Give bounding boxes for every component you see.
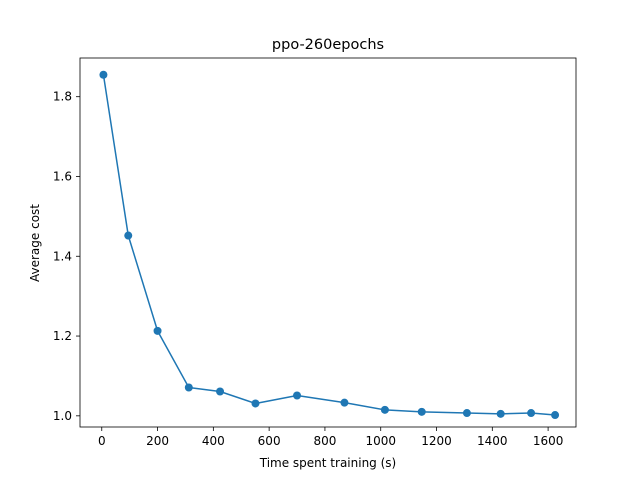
data-point — [527, 409, 536, 418]
x-tick-label: 1000 — [365, 434, 396, 448]
x-axis-label: Time spent training (s) — [259, 456, 396, 470]
data-point — [251, 399, 260, 408]
y-tick-label: 1.4 — [53, 249, 72, 263]
x-tick-label: 1400 — [477, 434, 508, 448]
axes: 0 200 400 600 800 1000 1200 1400 1600 1.0 1.2 1.4 1.… — [53, 57, 577, 448]
plot-area — [99, 70, 560, 420]
data-point — [462, 409, 471, 418]
data-point — [417, 407, 426, 416]
data-point — [293, 391, 302, 400]
x-tick-label: 1200 — [421, 434, 452, 448]
series-line — [102, 74, 556, 416]
data-point — [340, 398, 349, 407]
y-tick-label: 1.8 — [53, 90, 72, 104]
y-tick-label: 1.2 — [53, 329, 72, 343]
x-tick-label: 0 — [98, 434, 106, 448]
y-tick-label: 1.0 — [53, 409, 72, 423]
data-point — [99, 70, 108, 79]
x-tick-label: 200 — [146, 434, 169, 448]
y-tick-label: 1.6 — [53, 169, 72, 183]
chart-title: ppo-260epochs — [272, 37, 384, 53]
x-tick-label: 600 — [258, 434, 281, 448]
data-point — [496, 409, 505, 418]
x-tick-label: 800 — [313, 434, 336, 448]
axes-frame — [79, 57, 577, 428]
data-point — [153, 326, 162, 335]
data-point — [124, 231, 133, 240]
data-point — [216, 387, 225, 396]
data-point — [380, 405, 389, 414]
data-point — [551, 411, 560, 420]
x-tick-label: 1600 — [533, 434, 564, 448]
data-point — [184, 383, 193, 392]
y-axis-label: Average cost — [28, 204, 42, 282]
x-tick-label: 400 — [202, 434, 225, 448]
